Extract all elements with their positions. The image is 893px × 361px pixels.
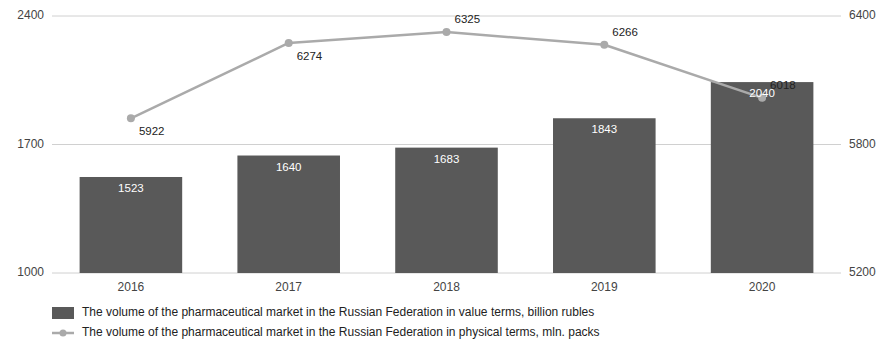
x-tick-label: 2020 (749, 280, 776, 294)
bar-label: 1640 (276, 161, 302, 173)
y-tick-label: 2400 (17, 8, 44, 22)
bar (237, 156, 340, 273)
line (131, 32, 762, 118)
y-tick-label: 1700 (17, 137, 44, 151)
chart-container: 1000 1700 2400 5200 5800 6400 2016 2017 2018 2019… (0, 0, 893, 361)
line-label: 6274 (297, 50, 323, 62)
line-marker (127, 114, 135, 122)
legend-swatch (52, 307, 74, 319)
bar (553, 118, 656, 273)
line-label: 6266 (612, 26, 638, 38)
data-labels: 1523164016831843204059226274632562666018 (118, 13, 796, 194)
legend: The volume of the pharmaceutical market … (52, 305, 600, 339)
x-tick-label: 2016 (118, 280, 145, 294)
bar-label: 1843 (592, 123, 618, 135)
y2-tick-label: 6400 (849, 8, 876, 22)
x-tick-label: 2019 (591, 280, 618, 294)
line-label: 5922 (139, 125, 165, 137)
line-marker (285, 39, 293, 47)
bar (80, 177, 183, 273)
bar-label: 1523 (118, 182, 144, 194)
bar (711, 82, 814, 273)
marks (80, 28, 814, 273)
grid (52, 16, 841, 273)
x-tick-label: 2018 (433, 280, 460, 294)
bar-label: 1683 (434, 153, 460, 165)
line-marker (443, 28, 451, 36)
line-label: 6325 (455, 13, 481, 25)
y2-tick-label: 5200 (849, 265, 876, 279)
axes: 1000 1700 2400 5200 5800 6400 2016 2017 2018 2019… (17, 8, 876, 294)
legend-marker (60, 330, 67, 337)
grid-line (52, 16, 841, 17)
y-tick-label: 1000 (17, 265, 44, 279)
line-label: 6018 (770, 79, 796, 91)
legend-label: The volume of the pharmaceutical market … (82, 325, 600, 339)
legend-label: The volume of the pharmaceutical market … (82, 305, 594, 319)
bar (395, 148, 498, 273)
y2-tick-label: 5800 (849, 137, 876, 151)
x-tick-label: 2017 (275, 280, 302, 294)
chart-svg: 1000 1700 2400 5200 5800 6400 2016 2017 2018 2019… (0, 0, 893, 361)
line-marker (600, 41, 608, 49)
